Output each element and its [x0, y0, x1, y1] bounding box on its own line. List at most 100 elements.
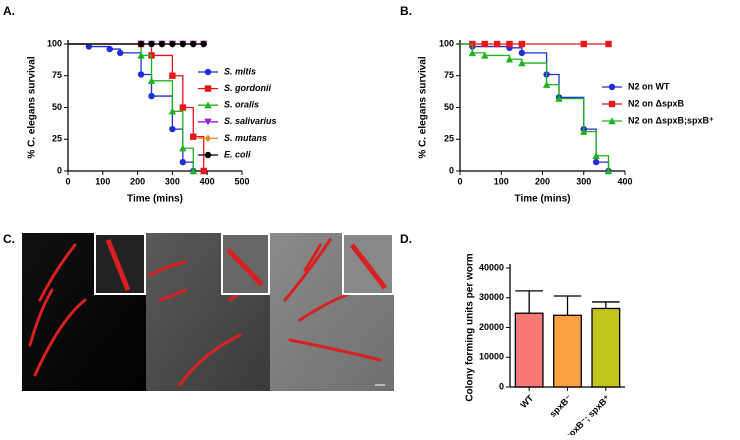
marker	[168, 107, 177, 115]
marker	[189, 167, 197, 175]
marker	[605, 40, 612, 48]
marker	[179, 40, 187, 48]
marker	[179, 104, 187, 111]
marker	[169, 125, 176, 133]
marker	[580, 40, 587, 48]
marker	[518, 59, 526, 67]
legend-marker	[608, 83, 616, 91]
legend-label: S. salivarius	[224, 116, 277, 126]
marker	[137, 51, 145, 59]
marker	[481, 40, 488, 48]
legend-label: S. gordonii	[224, 83, 271, 93]
marker	[179, 144, 187, 152]
marker	[604, 167, 613, 175]
marker	[200, 40, 207, 48]
worm-images	[22, 233, 394, 391]
marker	[117, 49, 124, 57]
x-tick-label: 200	[535, 176, 550, 186]
x-tick-label: 200	[130, 176, 145, 186]
x-tick-label: 0	[65, 176, 70, 186]
legend-marker	[204, 151, 212, 159]
y-tick-label: 20000	[479, 322, 504, 332]
legend-label: N2 on WT	[628, 81, 670, 91]
legend-marker	[608, 100, 616, 108]
marker	[137, 71, 145, 78]
marker	[481, 51, 489, 59]
y-tick-label: 50	[52, 102, 62, 112]
marker	[518, 49, 526, 57]
marker	[505, 55, 514, 63]
x-tick-label: 400	[200, 176, 215, 186]
legend-marker	[204, 85, 212, 92]
legend-label: N2 on ΔspxB;spxB⁺	[628, 115, 714, 125]
marker	[85, 43, 93, 50]
x-tick-label: 300	[165, 176, 180, 186]
y-axis-label: Colony forming units per worm	[465, 253, 476, 401]
marker	[506, 40, 513, 48]
panel-label: B.	[400, 4, 412, 18]
y-tick-label: 25	[52, 134, 62, 144]
y-tick-label: 30000	[479, 292, 504, 302]
y-tick-label: 75	[444, 70, 454, 80]
y-tick-label: 100	[439, 38, 454, 48]
marker	[148, 40, 155, 48]
x-axis-label: Time (mins)	[127, 194, 183, 205]
step-line	[68, 43, 194, 171]
marker	[200, 167, 207, 175]
marker	[592, 152, 600, 159]
y-axis-label: % C. elegans survival	[27, 56, 38, 158]
x-tick-label: 100	[95, 176, 110, 186]
panel-label: D.	[400, 232, 412, 246]
y-tick-label: 0	[57, 165, 62, 175]
marker	[148, 92, 155, 100]
x-tick-label: WT	[518, 393, 535, 410]
y-tick-label: 10000	[479, 352, 504, 362]
x-tick-label: 0	[457, 176, 462, 186]
legend-label: N2 on ΔspxB	[628, 98, 684, 108]
marker	[190, 133, 197, 140]
step-line	[68, 43, 194, 171]
y-tick-label: 0	[499, 381, 504, 391]
marker	[542, 80, 551, 88]
step-line	[460, 43, 610, 171]
marker	[169, 40, 176, 48]
bar	[591, 307, 621, 388]
marker	[592, 158, 600, 166]
y-tick-label: 75	[52, 70, 62, 80]
legend-label: E. coli	[224, 149, 251, 159]
panel-label: A.	[3, 4, 15, 18]
marker	[468, 49, 477, 57]
x-tick-label: 100	[494, 176, 509, 186]
marker	[518, 40, 526, 48]
legend-label: S. mitis	[224, 66, 256, 76]
y-axis-label: % C. elegans survival	[418, 56, 429, 158]
legend-label: S. oralis	[224, 100, 259, 110]
x-tick-label: 300	[576, 176, 591, 186]
marker	[580, 127, 588, 135]
y-tick-label: 100	[47, 38, 62, 48]
legend-label: S. mutans	[224, 133, 267, 143]
x-tick-label: 500	[234, 176, 249, 186]
y-tick-label: 25	[444, 134, 454, 144]
x-axis-label: Time (mins)	[515, 194, 571, 205]
bar	[514, 312, 544, 388]
panel-label: C.	[3, 232, 15, 246]
marker	[158, 40, 166, 48]
marker	[179, 158, 187, 166]
marker	[106, 45, 113, 53]
x-tick-label: 400	[617, 176, 632, 186]
legend-marker	[204, 118, 212, 126]
y-tick-label: 40000	[479, 262, 504, 272]
legend-marker	[204, 68, 212, 76]
legend-marker	[204, 134, 212, 143]
legend-marker	[204, 101, 212, 109]
bar	[553, 314, 582, 388]
marker	[147, 77, 156, 85]
marker	[190, 40, 197, 48]
marker	[555, 94, 563, 102]
marker	[169, 72, 176, 79]
y-tick-label: 50	[444, 102, 454, 112]
marker	[137, 40, 145, 48]
x-tick-label: spxB⁻	[548, 393, 574, 419]
